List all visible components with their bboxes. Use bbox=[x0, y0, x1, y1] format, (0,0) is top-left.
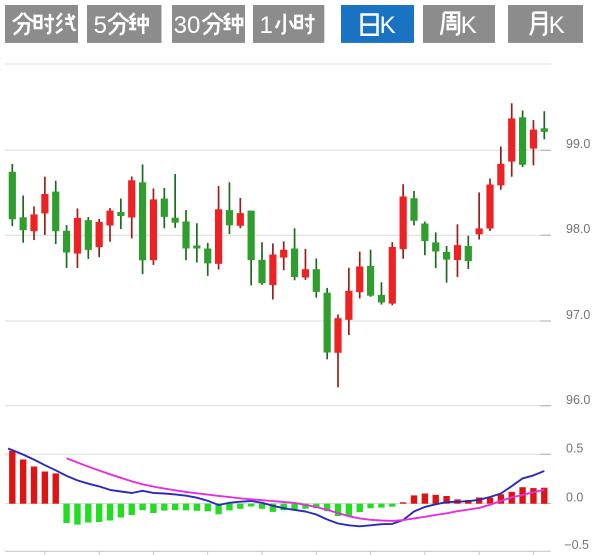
svg-text:0.0: 0.0 bbox=[566, 490, 583, 504]
svg-text:K: K bbox=[549, 12, 565, 39]
svg-text:1: 1 bbox=[260, 12, 273, 39]
svg-text:K: K bbox=[380, 12, 396, 39]
svg-text:K: K bbox=[461, 12, 477, 39]
svg-text:99.0: 99.0 bbox=[566, 137, 590, 151]
svg-text:5: 5 bbox=[94, 12, 107, 39]
svg-text:96.0: 96.0 bbox=[566, 393, 590, 407]
svg-text:30: 30 bbox=[174, 12, 201, 39]
svg-text:−0.5: −0.5 bbox=[564, 538, 589, 552]
svg-text:98.0: 98.0 bbox=[566, 222, 590, 236]
svg-text:97.0: 97.0 bbox=[566, 308, 590, 322]
svg-text:0.5: 0.5 bbox=[566, 442, 583, 456]
